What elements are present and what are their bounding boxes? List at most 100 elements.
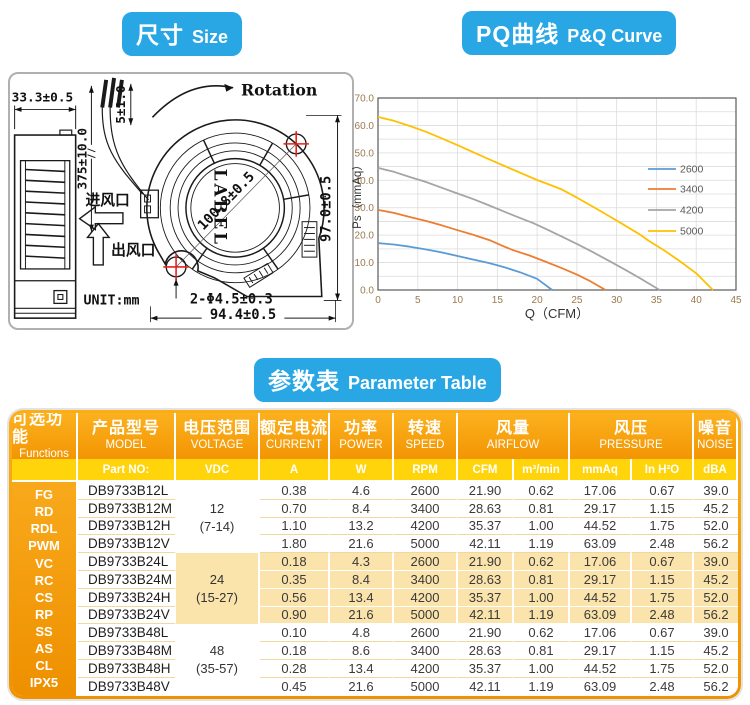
- data-cell: 63.09: [570, 606, 632, 625]
- data-cell: 17.06: [570, 482, 632, 500]
- units-cell: [12, 459, 78, 482]
- col-header-noise: 噪音 NOISE: [694, 413, 738, 459]
- svg-text:375±10.0: 375±10.0: [75, 128, 90, 190]
- series-4200: [377, 167, 661, 291]
- data-cell: 21.6: [330, 677, 394, 696]
- data-cell: 1.19: [514, 606, 570, 625]
- svg-text:5000: 5000: [680, 226, 704, 238]
- data-cell: 1.15: [632, 570, 694, 589]
- data-cell: 5000: [394, 677, 458, 696]
- x-tick-label: 25: [571, 295, 583, 306]
- data-cell: 13.2: [330, 517, 394, 536]
- data-cell: 35.37: [458, 517, 514, 536]
- model-cell: DB9733B48H: [78, 659, 176, 678]
- data-cell: 17.06: [570, 624, 632, 643]
- data-cell: 44.52: [570, 659, 632, 678]
- svg-text:Rotation: Rotation: [241, 81, 318, 100]
- data-cell: 45.2: [694, 499, 738, 518]
- data-cell: 0.38: [260, 482, 330, 500]
- lead-wires: [100, 77, 149, 201]
- data-cell: 52.0: [694, 517, 738, 536]
- data-cell: 29.17: [570, 642, 632, 660]
- data-cell: 63.09: [570, 677, 632, 696]
- data-cell: 39.0: [694, 482, 738, 500]
- function-item: RDL: [30, 521, 58, 537]
- data-cell: 8.4: [330, 570, 394, 589]
- data-cell: 35.37: [458, 659, 514, 678]
- dimension-drawing: 33.3±0.5 375±10.0 5±1.0 进风口 出风口 UNIT:mm: [12, 77, 342, 323]
- data-cell: 29.17: [570, 499, 632, 518]
- data-cell: 45.2: [694, 642, 738, 660]
- series-5000: [377, 116, 714, 291]
- col-header-pressure: 风压 PRESSURE: [570, 413, 694, 459]
- data-cell: 1.19: [514, 677, 570, 696]
- data-cell: 1.75: [632, 659, 694, 678]
- data-cell: 8.4: [330, 499, 394, 518]
- data-cell: 52.0: [694, 659, 738, 678]
- parameter-table-badge: 参数表 Parameter Table: [254, 358, 501, 402]
- data-cell: 2600: [394, 553, 458, 571]
- y-tick-label: 20.0: [355, 231, 375, 242]
- inlet-label: 进风口: [86, 192, 130, 209]
- units-cell: A: [260, 459, 330, 482]
- data-cell: 2.48: [632, 535, 694, 554]
- svg-text:3400: 3400: [680, 184, 704, 196]
- data-cell: 4200: [394, 588, 458, 607]
- function-item: AS: [34, 641, 54, 657]
- x-tick-label: 40: [691, 295, 703, 306]
- data-cell: 0.90: [260, 606, 330, 625]
- x-tick-label: 35: [651, 295, 663, 306]
- units-cell: RPM: [394, 459, 458, 482]
- parameter-table: 可选功能 Functions 产品型号 MODEL 电压范围 VOLTAGE 额定电流…: [9, 410, 741, 699]
- data-cell: 5000: [394, 535, 458, 554]
- dimension-drawing-panel: 33.3±0.5 375±10.0 5±1.0 进风口 出风口 UNIT:mm: [8, 72, 354, 330]
- model-cell: DB9733B24V: [78, 606, 176, 625]
- functions-list: FG RD RDL PWM VC RC CS RP SS AS CL IPX5: [12, 482, 78, 696]
- voltage-cell: 12 (7-14): [176, 482, 260, 554]
- data-cell: 1.00: [514, 588, 570, 607]
- svg-text:97.0±0.5: 97.0±0.5: [319, 176, 335, 242]
- x-tick-label: 45: [730, 295, 742, 306]
- data-cell: 4200: [394, 659, 458, 678]
- units-cell: dBA: [694, 459, 738, 482]
- function-item: VC: [34, 555, 54, 571]
- legend-item: 5000: [648, 226, 704, 238]
- data-cell: 0.18: [260, 553, 330, 571]
- y-tick-label: 70.0: [355, 94, 375, 105]
- x-tick-label: 5: [415, 295, 421, 306]
- y-tick-label: 0.0: [360, 286, 374, 297]
- data-cell: 29.17: [570, 570, 632, 589]
- function-item: PWM: [28, 538, 60, 554]
- y-tick-label: 40.0: [355, 176, 375, 187]
- data-cell: 13.4: [330, 588, 394, 607]
- data-cell: 0.28: [260, 659, 330, 678]
- svg-text:5±1.0: 5±1.0: [114, 85, 129, 123]
- data-cell: 1.75: [632, 517, 694, 536]
- svg-text:33.3±0.5: 33.3±0.5: [12, 91, 74, 106]
- data-cell: 0.67: [632, 624, 694, 643]
- col-header-power: 功率 POWER: [330, 413, 394, 459]
- voltage-cell: 24 (15-27): [176, 553, 260, 625]
- data-cell: 1.15: [632, 499, 694, 518]
- data-cell: 1.10: [260, 517, 330, 536]
- data-cell: 0.10: [260, 624, 330, 643]
- data-cell: 0.70: [260, 499, 330, 518]
- units-cell: VDC: [176, 459, 260, 482]
- data-cell: 17.06: [570, 553, 632, 571]
- front-view: 100.8±0.5 LABEL: [139, 119, 325, 298]
- data-cell: 4.3: [330, 553, 394, 571]
- data-cell: 42.11: [458, 535, 514, 554]
- model-cell: DB9733B24L: [78, 553, 176, 571]
- units-cell: mmAq: [570, 459, 632, 482]
- sticker-small: [243, 262, 274, 288]
- y-tick-label: 30.0: [355, 203, 375, 214]
- data-cell: 2600: [394, 624, 458, 643]
- data-cell: 0.56: [260, 588, 330, 607]
- x-axis-title: Q（CFM）: [525, 306, 589, 321]
- dim-height: 97.0±0.5: [306, 114, 342, 301]
- data-cell: 1.00: [514, 517, 570, 536]
- units-cell: In H²O: [632, 459, 694, 482]
- param-badge-en: Parameter Table: [348, 373, 487, 393]
- data-cell: 0.18: [260, 642, 330, 660]
- model-cell: DB9733B48L: [78, 624, 176, 643]
